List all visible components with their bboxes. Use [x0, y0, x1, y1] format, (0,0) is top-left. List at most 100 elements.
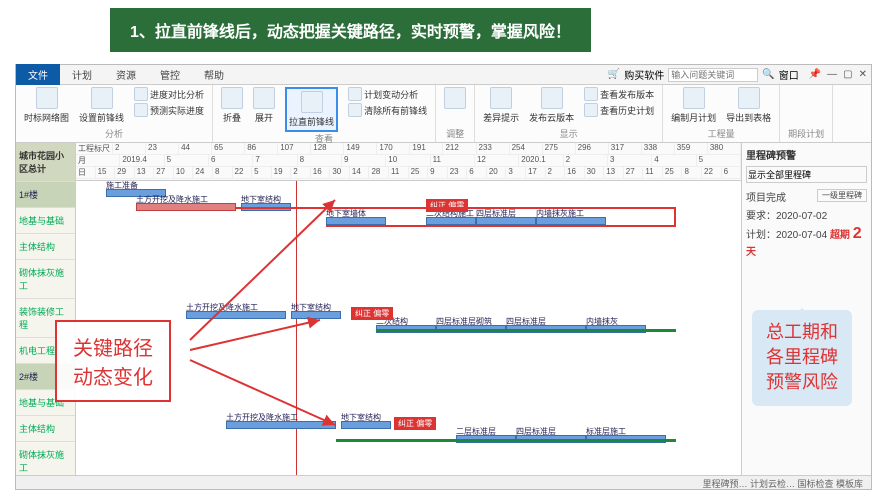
lbl: 进度对比分析	[150, 88, 204, 101]
min-icon[interactable]: —	[827, 69, 837, 80]
max-icon[interactable]: ▢	[843, 69, 852, 80]
ts-cell: 254	[510, 143, 543, 154]
ts-cell: 2020.1	[519, 155, 563, 166]
ts-cell: 27	[154, 167, 174, 178]
ribbon-group-adjust: 调整	[436, 85, 475, 142]
search-icon[interactable]: 🔍	[762, 69, 774, 80]
lbl: 预测实际进度	[150, 104, 204, 117]
btn-predict[interactable]: 预测实际进度	[134, 103, 204, 117]
ts-cell: 29	[115, 167, 135, 178]
bar-label: 标准层施工	[586, 426, 626, 437]
phase-row[interactable]: 1#楼	[16, 182, 75, 208]
ts-cell: 3	[608, 155, 652, 166]
ts-cell: 工程标尺	[76, 143, 113, 154]
ts-cell: 日	[76, 167, 96, 178]
buy-link[interactable]: 购买软件	[624, 67, 664, 82]
banner-text: 1、拉直前锋线后，动态把握关键路径，实时预警，掌握风险！	[110, 8, 591, 52]
tab-resource[interactable]: 资源	[104, 64, 148, 85]
gantt-area[interactable]: 工程标尺223446586107128149170191212233254275…	[76, 143, 741, 489]
bar-label: 地下室结构	[291, 302, 331, 313]
btn-timeline[interactable]: 时标网络图	[24, 87, 69, 124]
tab-help[interactable]: 帮助	[192, 64, 236, 85]
bar-label: 土方开挖及降水施工	[186, 302, 258, 313]
bar-label: 四层标准层	[516, 426, 556, 437]
ts-cell: 8	[682, 167, 702, 178]
ts-cell: 20	[487, 167, 507, 178]
group-label: 工程量	[671, 127, 771, 140]
btn-expand[interactable]: 展开	[253, 87, 275, 124]
ts-cell: 10	[386, 155, 430, 166]
days: 2	[853, 225, 862, 242]
ts-cell: 9	[428, 167, 448, 178]
btn-collapse[interactable]: 折叠	[221, 87, 243, 124]
btn-export[interactable]: 导出到表格	[726, 87, 771, 124]
btn-clear[interactable]: 清除所有前锋线	[348, 103, 427, 117]
task-row[interactable]: 主体结构	[16, 234, 75, 260]
ribbon-group-view: 折叠 展开 拉直前锋线 计划变动分析 清除所有前锋线 查看	[213, 85, 436, 142]
deviation-flag[interactable]: 纠正 偏零	[394, 417, 436, 430]
ts-cell: 28	[369, 167, 389, 178]
btn-history[interactable]: 查看历史计划	[584, 103, 654, 117]
tab-file[interactable]: 文件	[16, 64, 60, 85]
ts-cell: 24	[193, 167, 213, 178]
btn-diff[interactable]: 差异提示	[483, 87, 519, 124]
ribbon-group-period: 期段计划	[780, 85, 833, 142]
frontline-icon	[91, 87, 113, 109]
tab-plan[interactable]: 计划	[60, 64, 104, 85]
ts-cell: 338	[642, 143, 675, 154]
bar-label: 地下室墙体	[326, 208, 366, 219]
ts-cell: 6	[467, 167, 487, 178]
window-label[interactable]: 窗口	[779, 67, 799, 82]
tabs-right: 🛒 购买软件 🔍 窗口 📌 — ▢ ✕	[608, 67, 871, 82]
lbl: 超期	[830, 230, 850, 241]
bar-label: 土方开挖及降水施工	[136, 194, 208, 205]
group-label: 分析	[24, 127, 204, 140]
bar-label: 四层标准层	[476, 208, 516, 219]
ts-cell: 317	[609, 143, 642, 154]
btn-change[interactable]: 计划变动分析	[348, 87, 427, 101]
task-row[interactable]: 主体结构	[16, 416, 75, 442]
diff-icon	[490, 87, 512, 109]
ts-cell: 23	[448, 167, 468, 178]
tab-control[interactable]: 管控	[148, 64, 192, 85]
compare-icon	[134, 87, 148, 101]
content-area: 城市花园小区总计1#楼地基与基础主体结构砌体抹灰施工装饰装修工程机电工程2#楼地…	[16, 143, 871, 489]
btn-adjust[interactable]	[444, 87, 466, 109]
btn-monthly[interactable]: 编制月计划	[671, 87, 716, 124]
ts-cell: 65	[212, 143, 245, 154]
adjust-icon	[444, 87, 466, 109]
ts-cell: 月	[76, 155, 120, 166]
search-input[interactable]	[668, 68, 758, 82]
level-badge[interactable]: 一级里程碑	[817, 189, 867, 202]
predict-icon	[134, 103, 148, 117]
task-row[interactable]: 砌体抹灰施工	[16, 260, 75, 299]
btn-publish[interactable]: 发布云版本	[529, 87, 574, 124]
btn-straighten[interactable]: 拉直前锋线	[285, 87, 338, 132]
ts-cell: 17	[526, 167, 546, 178]
task-list: 城市花园小区总计1#楼地基与基础主体结构砌体抹灰施工装饰装修工程机电工程2#楼地…	[16, 143, 76, 489]
cart-icon[interactable]: 🛒	[608, 69, 620, 80]
ts-cell: 380	[708, 143, 741, 154]
ts-cell: 16	[311, 167, 331, 178]
critical-link-red	[326, 225, 676, 227]
ts-cell: 25	[663, 167, 683, 178]
btn-viewpub[interactable]: 查看发布版本	[584, 87, 654, 101]
project-header[interactable]: 城市花园小区总计	[16, 143, 75, 182]
ts-cell: 128	[311, 143, 344, 154]
close-icon[interactable]: ✕	[859, 69, 867, 80]
task-row[interactable]: 地基与基础	[16, 208, 75, 234]
ts-cell: 3	[506, 167, 526, 178]
btn-frontline[interactable]: 设置前锋线	[79, 87, 124, 124]
deviation-flag[interactable]: 纠正 偏零	[426, 199, 468, 212]
btn-compare[interactable]: 进度对比分析	[134, 87, 204, 101]
pin-icon[interactable]: 📌	[809, 69, 821, 80]
bar-label: 施工准备	[106, 180, 138, 191]
critical-link-red	[236, 207, 676, 209]
milestone-select[interactable]: 显示全部里程碑	[746, 166, 867, 183]
panel-title: 里程碑预警	[746, 147, 867, 162]
deviation-flag[interactable]: 纠正 偏零	[351, 307, 393, 320]
ts-cell: 5	[697, 155, 741, 166]
ts-cell: 8	[213, 167, 233, 178]
plan-row: 计划：2020-07-04 超期 2 天	[746, 225, 867, 258]
ts-cell: 6	[209, 155, 253, 166]
